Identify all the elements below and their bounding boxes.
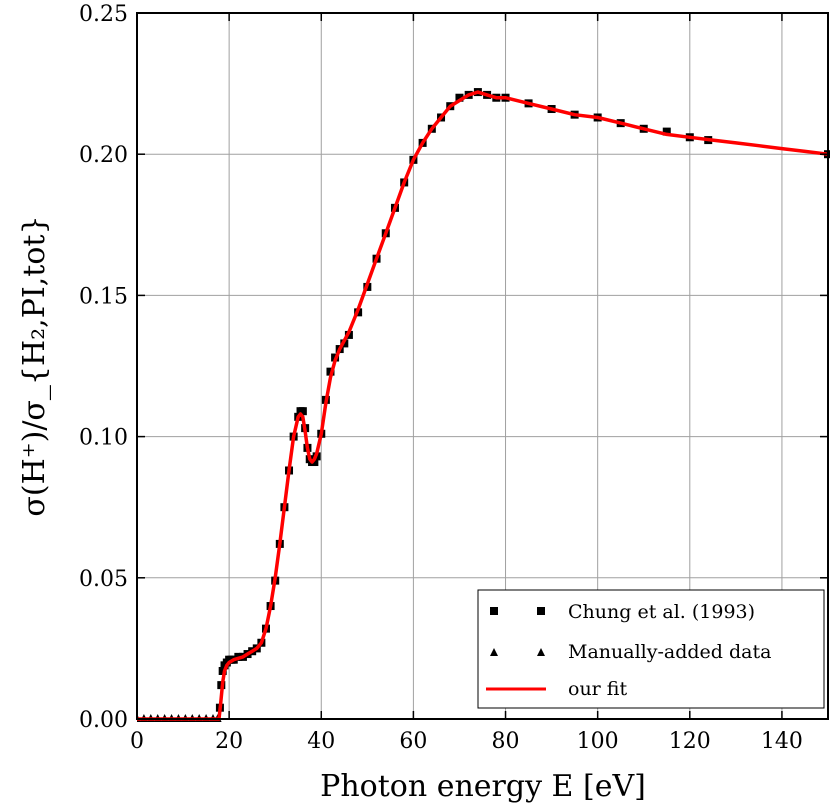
x-tick-label: 40 [307, 729, 335, 754]
legend-triangle-marker-2 [537, 648, 545, 656]
fit-line [137, 90, 829, 721]
x-tick-label: 80 [492, 729, 520, 754]
x-axis-title: Photon energy E [eV] [320, 769, 646, 804]
legend: Chung et al. (1993) Manually-added data … [477, 589, 825, 709]
x-tick-label: 20 [215, 729, 243, 754]
legend-label-chung: Chung et al. (1993) [568, 601, 755, 623]
legend-entry-manual: Manually-added data [490, 641, 771, 663]
data-point-square [662, 127, 671, 136]
y-tick-label: 0.15 [79, 284, 128, 309]
legend-label-manual: Manually-added data [568, 641, 771, 663]
legend-entry-fit: our fit [486, 678, 627, 700]
y-axis-title: σ(H⁺)/σ_{H₂,PI,tot} [17, 215, 52, 516]
y-tick-label: 0.25 [79, 2, 128, 27]
legend-label-fit: our fit [568, 678, 627, 700]
legend-square-marker-2 [537, 607, 545, 615]
x-tick-label: 0 [130, 729, 144, 754]
data-point-square [310, 458, 319, 467]
x-tick-label: 120 [669, 729, 711, 754]
data-point-square [298, 407, 307, 416]
legend-triangle-marker-1 [490, 648, 498, 656]
y-tick-label: 0.20 [79, 143, 128, 168]
ticks [136, 12, 828, 720]
y-tick-label: 0.00 [79, 708, 128, 733]
x-tick-label: 140 [761, 729, 803, 754]
tick-labels: 0 20 40 60 80 100 120 140 0.00 0.05 0.10 0.15 0.20 0.… [79, 2, 803, 754]
legend-entry-chung: Chung et al. (1993) [490, 601, 755, 623]
plot-frame [136, 12, 829, 720]
data-point-square [218, 666, 227, 675]
y-tick-label: 0.05 [79, 567, 128, 592]
legend-square-marker-1 [490, 607, 498, 615]
x-tick-label: 60 [399, 729, 427, 754]
data-point-square [455, 93, 464, 102]
y-tick-label: 0.10 [79, 426, 128, 451]
x-tick-label: 100 [577, 729, 619, 754]
